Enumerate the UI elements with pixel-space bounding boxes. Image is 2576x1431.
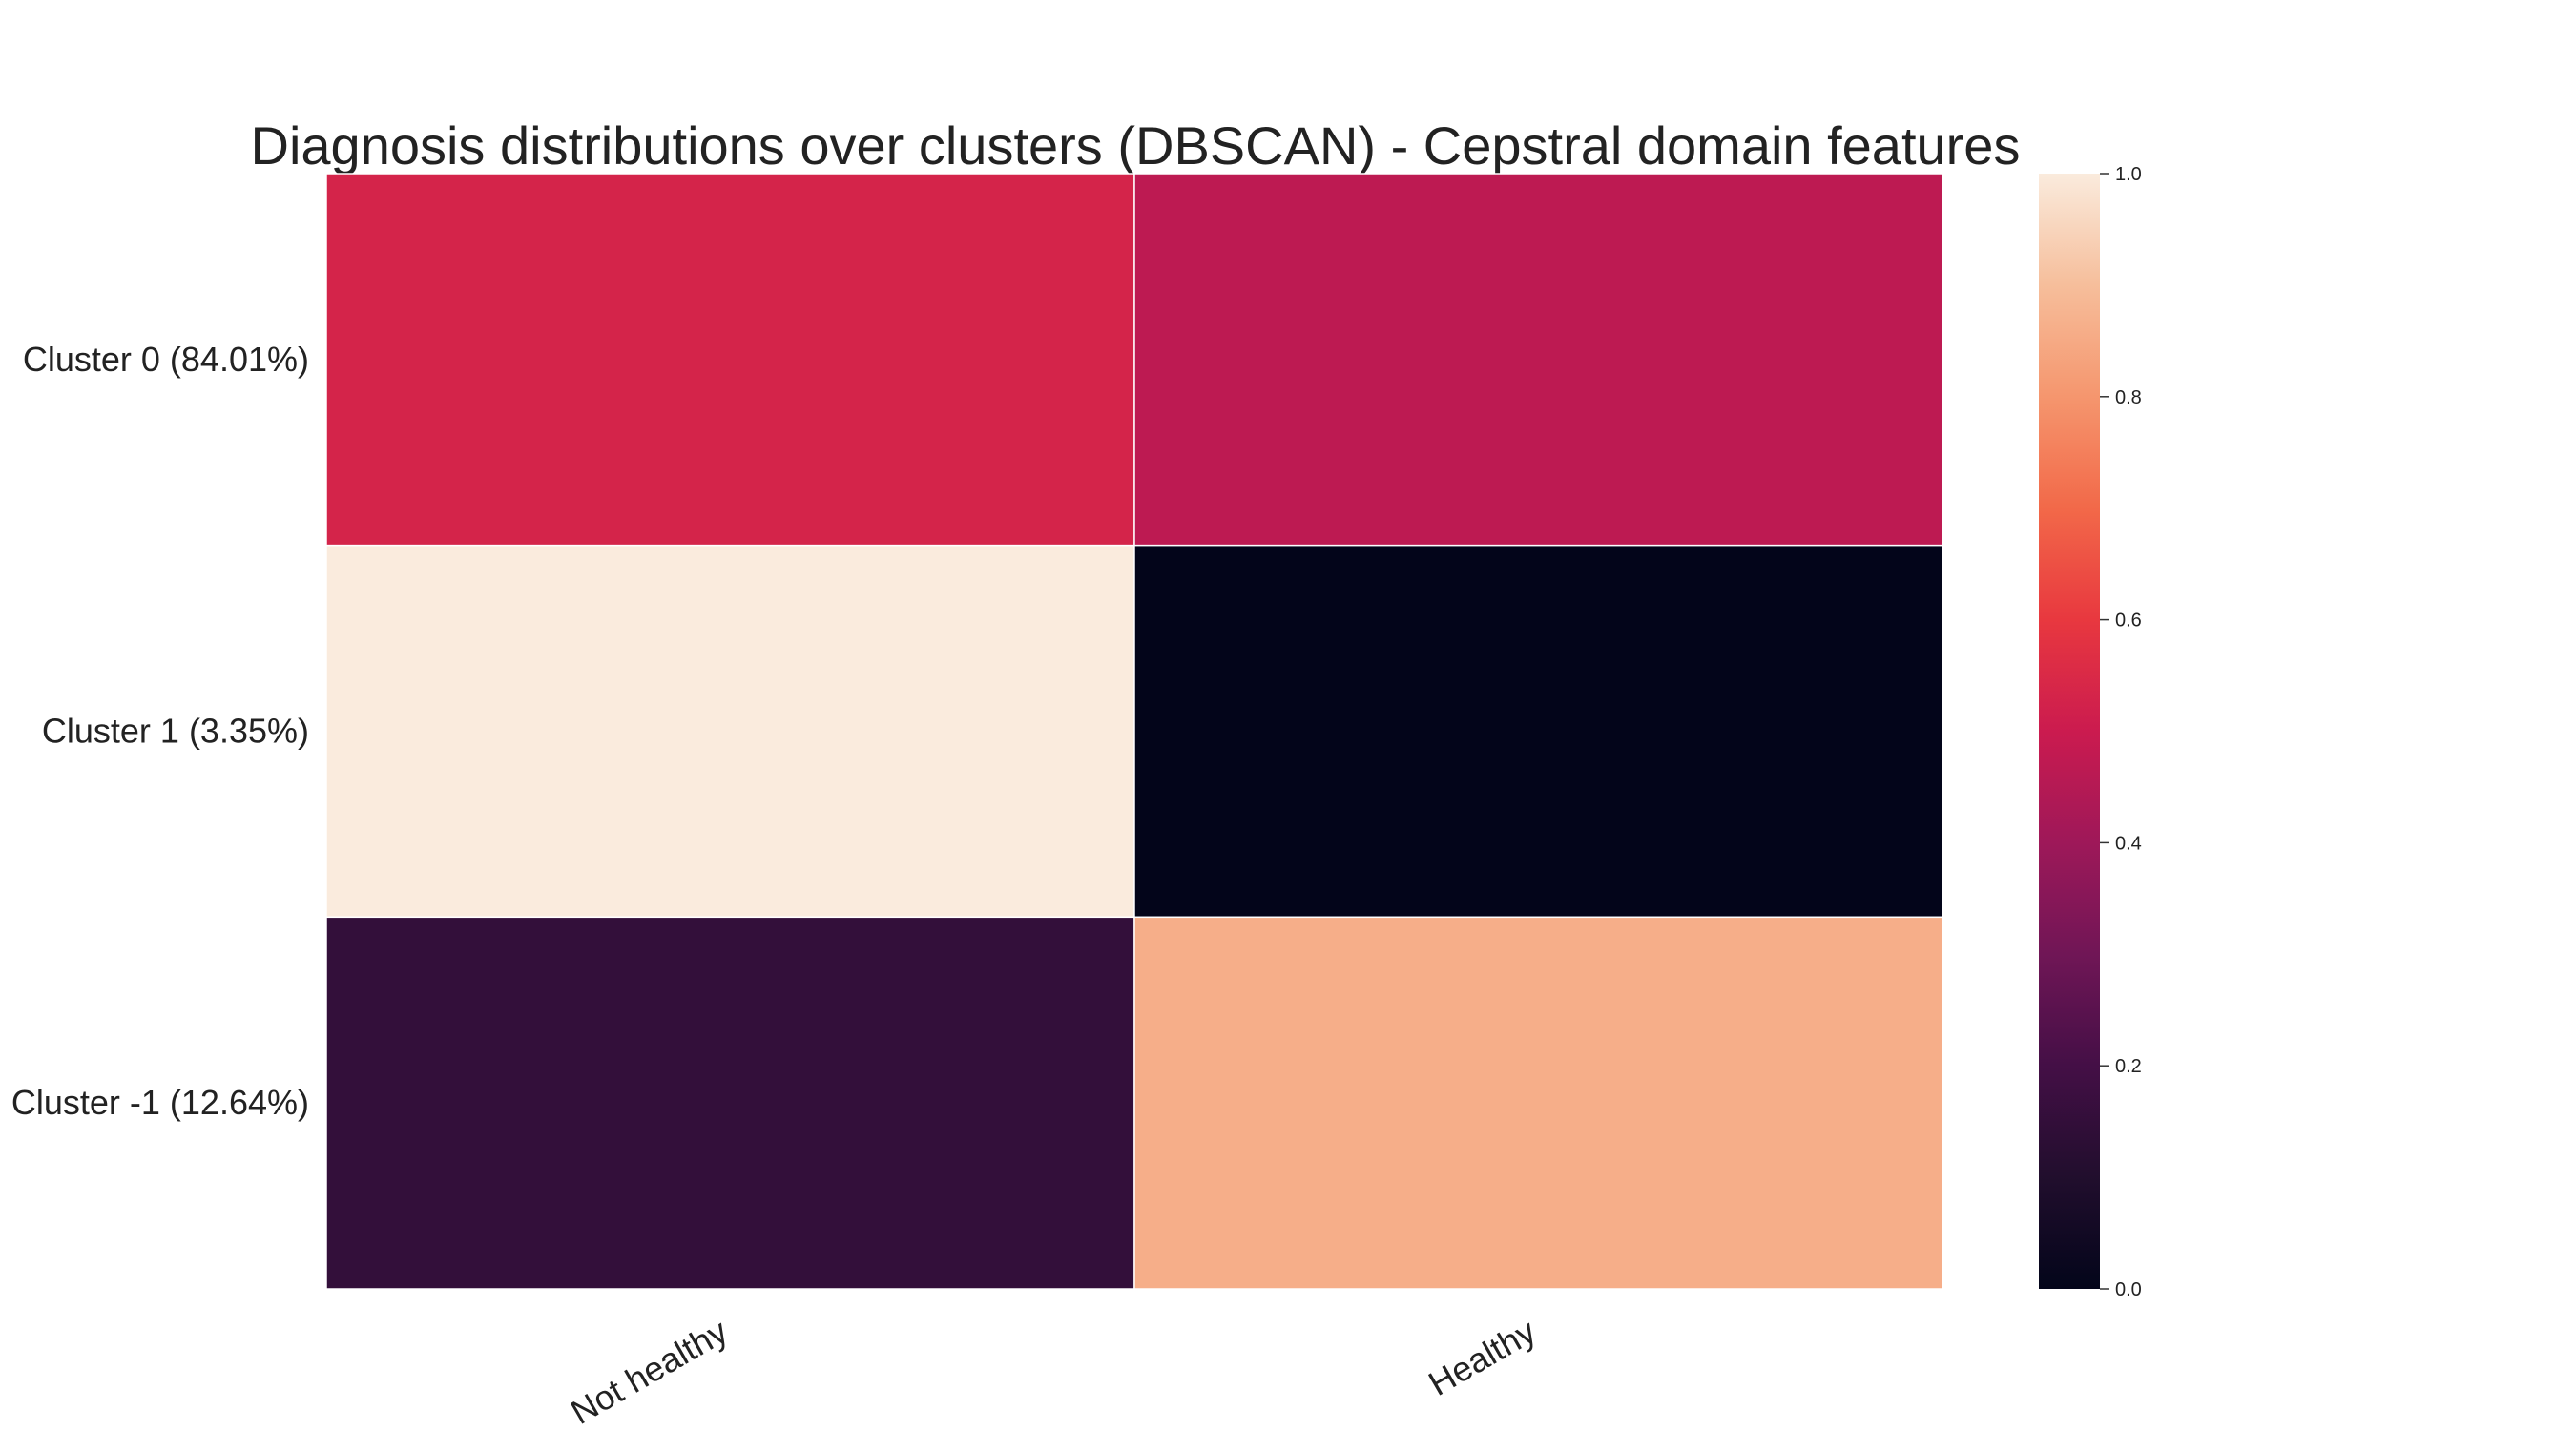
heatmap-cell-r2-c0 (325, 916, 1135, 1290)
heatmap-cells (325, 173, 1943, 1290)
heatmap-cell-r1-c0 (325, 544, 1135, 919)
colorbar-ticks: 0.0 0.2 0.4 0.6 0.8 1.0 (2100, 164, 2142, 1300)
colorbar-tick-label: 0.0 (2115, 1279, 2142, 1300)
heatmap-cell-r2-c1 (1133, 916, 1943, 1290)
column-label: Healthy (1422, 1311, 1542, 1403)
row-labels: Cluster 0 (84.01%) Cluster 1 (3.35%) Clust… (11, 340, 309, 1122)
row-label: Cluster -1 (12.64%) (11, 1083, 309, 1122)
colorbar-tick-label: 0.2 (2115, 1056, 2142, 1077)
colorbar-tick-label: 0.4 (2115, 833, 2142, 854)
heatmap-cell-r0-c1 (1133, 173, 1943, 547)
row-label: Cluster 0 (84.01%) (23, 340, 309, 379)
colorbar-tick-label: 0.6 (2115, 611, 2142, 632)
row-label: Cluster 1 (3.35%) (42, 712, 309, 751)
column-labels: Not healthy Healthy (564, 1311, 1542, 1431)
column-label: Not healthy (564, 1311, 734, 1431)
colorbar (2039, 174, 2100, 1289)
heatmap-cell-r1-c1 (1133, 544, 1943, 919)
heatmap-cell-r0-c0 (325, 173, 1135, 547)
colorbar-gradient (2039, 174, 2100, 1289)
colorbar-tick-label: 0.8 (2115, 387, 2142, 408)
chart-title: Diagnosis distributions over clusters (D… (251, 115, 2021, 176)
colorbar-tick-label: 1.0 (2115, 164, 2142, 185)
